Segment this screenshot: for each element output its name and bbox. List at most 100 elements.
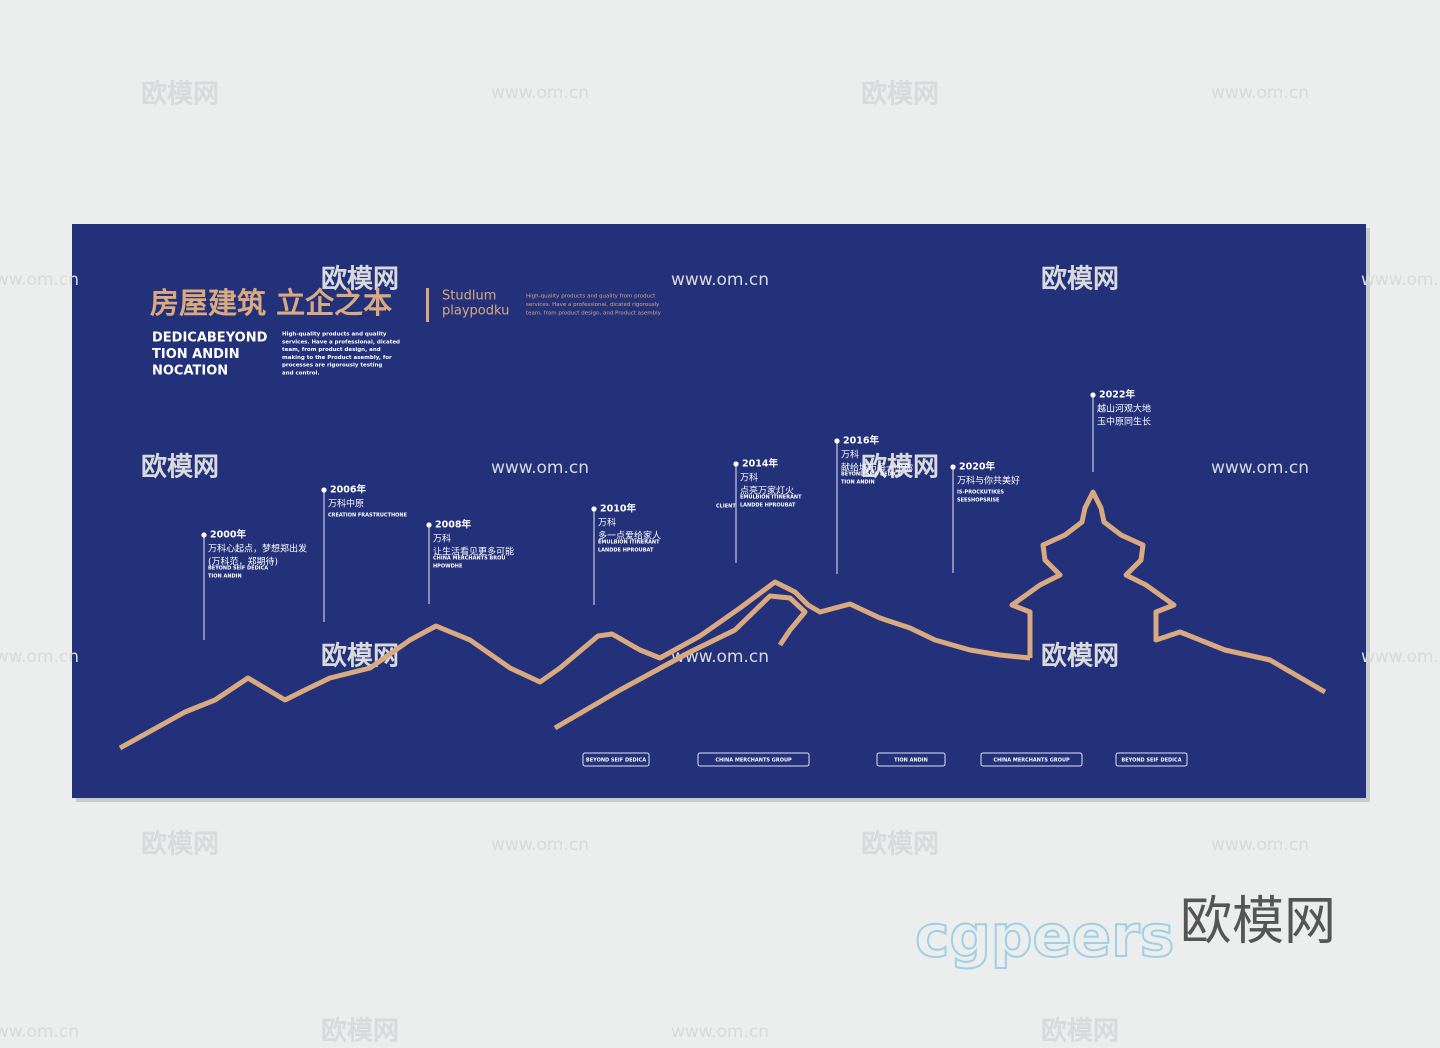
- tag-button: [697, 752, 810, 767]
- entry-line: SEESHOPSRISE: [957, 498, 1000, 504]
- subtitle: TION ANDIN: [152, 347, 240, 362]
- tag-text: High-quality products and quality from p…: [526, 294, 656, 300]
- tag-button-label: TION ANDIN: [894, 758, 928, 764]
- year: 2016年: [843, 435, 879, 447]
- tag-button-label: BEYOND SEIF DEDICA: [586, 758, 646, 764]
- entry-line: HPOWDHE: [433, 564, 463, 570]
- tag: playpodku: [442, 304, 509, 319]
- entry-line: CREATION FRASTRUCTHONE: [328, 513, 408, 519]
- entry-line: 让生活看见更多可能: [433, 546, 514, 558]
- year: 2010年: [600, 503, 636, 515]
- entry-line: BEYOND SEIF DEDICA: [208, 566, 268, 572]
- entry-line: IS-PROCKUTIKES: [957, 490, 1004, 496]
- timeline-dot: [201, 532, 207, 538]
- entry-line: 万科: [433, 533, 451, 545]
- entry-line: 万科心起点，梦想郑出发: [208, 543, 307, 555]
- tag-button: [582, 752, 650, 767]
- logo: cgpeers: [915, 902, 1174, 970]
- tag-button-label: BEYOND SEIF DEDICA: [1121, 758, 1181, 764]
- timeline-dot: [834, 438, 840, 444]
- side-text: processes are rigorously testing: [282, 363, 382, 369]
- timeline-dot: [591, 506, 597, 512]
- watermark: www.om.cn: [1211, 458, 1309, 478]
- entry-side: CLIENT: [716, 504, 736, 510]
- entry-line: 万科: [598, 517, 616, 529]
- side-text: High-quality products and quality: [282, 332, 387, 338]
- entry-line: CHINA MERCHANTS BROU: [433, 556, 505, 562]
- timeline-dot: [733, 461, 739, 467]
- timeline-dot: [950, 464, 956, 470]
- tag: Studlum: [442, 289, 496, 304]
- watermark: www.om.cn: [671, 270, 769, 290]
- tag-button: [980, 752, 1083, 767]
- side-text: making to the Product asembly, for: [282, 355, 392, 361]
- tag-text: services. Have a professional, dicated r…: [526, 302, 660, 308]
- mountains: [118, 489, 1327, 751]
- watermark: 欧模网: [1041, 641, 1119, 672]
- watermark: www.om.cn: [491, 835, 589, 855]
- watermark: www.om.cn: [1211, 83, 1309, 103]
- watermark: www.om.cn: [0, 647, 79, 667]
- year: 2006年: [330, 484, 366, 496]
- watermark: www.om.cn: [671, 1022, 769, 1042]
- entry-line: 多一点爱给家人: [598, 530, 661, 542]
- watermark: 欧模网: [1041, 1016, 1119, 1045]
- side-text: services. Have a professional, dicated: [282, 339, 400, 345]
- timeline-dot: [321, 487, 327, 493]
- side-text: team, from product design, and: [282, 347, 381, 353]
- watermark: www.om.cn: [0, 1022, 79, 1042]
- watermark: 欧模网: [321, 1016, 399, 1045]
- entry-line: TION ANDIN: [208, 574, 242, 580]
- watermark: www.om.cn: [1361, 270, 1440, 290]
- entry-line: LANDDE HPROUBAT: [598, 548, 654, 554]
- tag-button-label: CHINA MERCHANTS GROUP: [715, 758, 792, 764]
- entry-line: 万科与你共美好: [957, 475, 1020, 487]
- entry-line: 万科中原: [328, 498, 364, 510]
- watermark: 欧模网: [1041, 264, 1119, 295]
- watermark: 欧模网: [861, 79, 939, 110]
- timeline-dot: [1090, 392, 1096, 398]
- watermark: www.om.cn: [1361, 647, 1440, 667]
- entry-line: TION ANDIN: [841, 480, 875, 486]
- divider: [426, 288, 429, 322]
- entry-line: BEYOND SEIF DEDICA: [841, 472, 901, 478]
- year: 2022年: [1099, 389, 1135, 401]
- year: 2020年: [959, 461, 995, 473]
- entry-line: 万科: [841, 449, 859, 461]
- year: 2014年: [742, 458, 778, 470]
- entry-line: 越山河观大地: [1097, 403, 1151, 415]
- tag-text: team, from product design, and Product a…: [526, 311, 662, 317]
- tag-button-label: CHINA MERCHANTS GROUP: [993, 758, 1070, 764]
- watermark: 欧模网: [861, 452, 939, 483]
- year: 2000年: [210, 529, 246, 541]
- watermark: www.om.cn: [0, 270, 79, 290]
- watermark: 欧模网: [861, 829, 939, 860]
- watermark: 欧模网: [321, 264, 399, 295]
- watermark: 欧模网: [141, 452, 219, 483]
- entry-line: EMULBION ITINERANT: [598, 540, 660, 546]
- year: 2008年: [435, 519, 471, 531]
- watermark: 欧模网: [141, 829, 219, 860]
- subtitle: NOCATION: [152, 364, 228, 379]
- entry-line: 万科: [740, 472, 758, 484]
- watermark: www.om.cn: [491, 83, 589, 103]
- logo-brand: 欧模网: [1180, 892, 1336, 952]
- tag-button: [876, 752, 946, 767]
- side-text: and control.: [282, 371, 320, 377]
- watermark: www.om.cn: [1211, 835, 1309, 855]
- entry-line: (万科范，郑期待): [208, 556, 278, 568]
- watermark: 欧模网: [141, 79, 219, 110]
- entry-line: 玉中原同生长: [1097, 416, 1151, 428]
- tag-button: [1115, 752, 1188, 767]
- watermark: www.om.cn: [491, 458, 589, 478]
- entry-line: LANDDE HPROUBAT: [740, 503, 796, 509]
- panel: [72, 224, 1366, 798]
- title: 房屋建筑 立企之本: [150, 286, 392, 320]
- button-row: BEYOND SEIF DEDICA CHINA MERCHANTS GROUP T…: [582, 752, 1188, 767]
- subtitle: DEDICABEYOND: [152, 331, 268, 346]
- entry-line: 点亮万家灯火: [740, 485, 794, 497]
- entry-line: EMULBION ITINERANT: [740, 495, 802, 501]
